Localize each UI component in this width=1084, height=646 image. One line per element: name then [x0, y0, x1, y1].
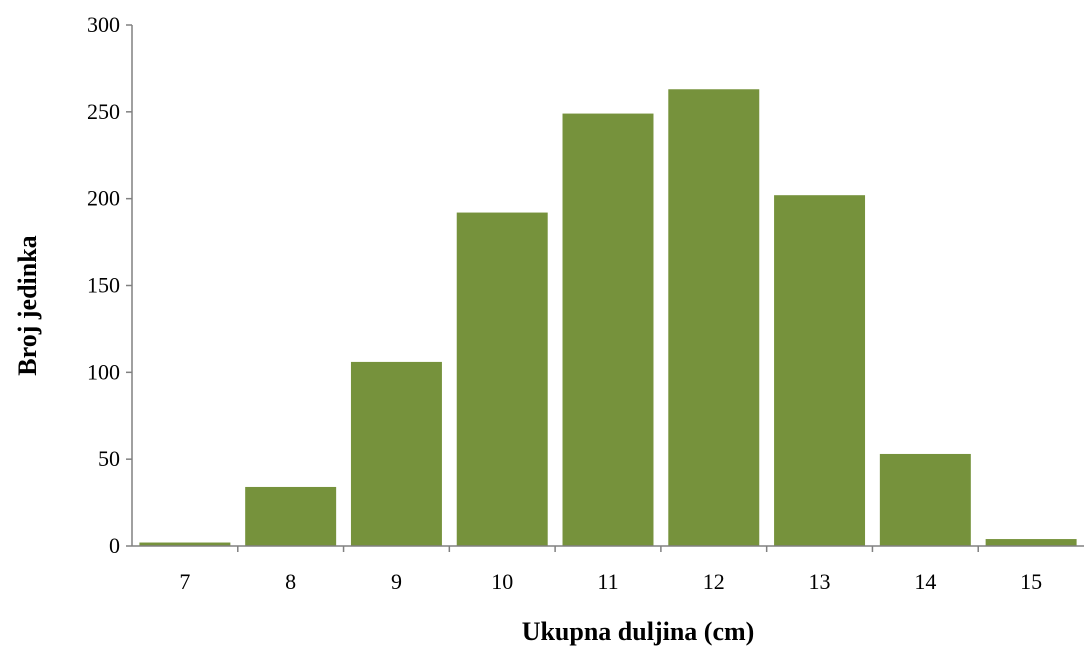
x-tick-label: 8 [285, 569, 296, 594]
bar-15 [985, 539, 1077, 546]
x-axis-title: Ukupna duljina (cm) [522, 617, 755, 646]
bar-10 [456, 212, 548, 546]
y-tick-label: 50 [98, 446, 120, 471]
bar-9 [350, 361, 442, 546]
y-tick-label: 200 [87, 186, 120, 211]
bar-13 [774, 195, 866, 546]
x-tick-label: 15 [1020, 569, 1042, 594]
y-tick-label: 300 [87, 12, 120, 37]
y-tick-label: 0 [109, 533, 120, 558]
y-tick-label: 250 [87, 99, 120, 124]
x-tick-label: 13 [809, 569, 831, 594]
bar-14 [879, 453, 971, 546]
x-tick-label: 10 [491, 569, 513, 594]
bar-11 [562, 113, 654, 546]
x-tick-label: 7 [179, 569, 190, 594]
bars [139, 89, 1077, 547]
x-tick-label: 12 [703, 569, 725, 594]
x-tick-label: 9 [391, 569, 402, 594]
y-tick-label: 100 [87, 359, 120, 384]
bar-8 [245, 486, 337, 546]
bar-12 [668, 89, 760, 547]
y-tick-label: 150 [87, 273, 120, 298]
x-axis-ticks: 7 8 9 10 11 12 13 14 15 [179, 546, 1042, 594]
x-tick-label: 14 [914, 569, 936, 594]
bar-7 [139, 542, 231, 546]
y-axis-ticks: 0 50 100 150 200 250 300 [87, 12, 132, 558]
y-axis-title: Broj jedinka [13, 235, 42, 375]
x-tick-label: 11 [597, 569, 618, 594]
